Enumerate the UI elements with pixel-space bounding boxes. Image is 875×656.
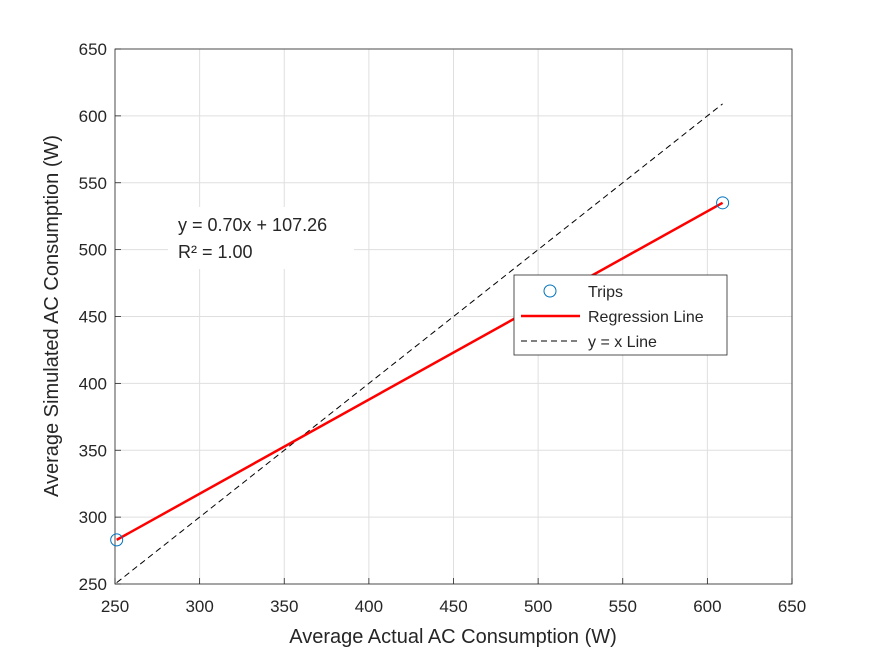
x-tick-label: 500 [524, 597, 552, 616]
y-tick-label: 450 [79, 308, 107, 327]
legend: Trips Regression Line y = x Line [513, 274, 728, 356]
x-tick-label: 600 [693, 597, 721, 616]
y-tick-label: 500 [79, 241, 107, 260]
y-tick-label: 650 [79, 40, 107, 59]
trips-point [716, 196, 730, 210]
x-tick-label: 250 [101, 597, 129, 616]
annotation: y = 0.70x + 107.26 R² = 1.00 [168, 207, 354, 269]
y-tick-label: 400 [79, 374, 107, 393]
x-tick-label: 650 [778, 597, 806, 616]
y-tick-label: 350 [79, 441, 107, 460]
x-axis-ticks: 250 300 350 400 450 500 550 600 650 [101, 578, 806, 616]
y-tick-label: 600 [79, 107, 107, 126]
annotation-box [168, 207, 354, 269]
y-tick-label: 300 [79, 508, 107, 527]
x-tick-label: 400 [355, 597, 383, 616]
x-tick-label: 350 [270, 597, 298, 616]
series [110, 103, 730, 584]
y-axis-ticks: 250 300 350 400 450 500 550 600 650 [79, 40, 121, 594]
regression-line [116, 201, 724, 541]
y-tick-label: 250 [79, 575, 107, 594]
x-tick-label: 550 [609, 597, 637, 616]
y-tick-label: 550 [79, 174, 107, 193]
x-axis-label: Average Actual AC Consumption (W) [289, 626, 617, 648]
x-tick-label: 300 [185, 597, 213, 616]
legend-regression-label: Regression Line [588, 309, 704, 326]
annotation-equation: y = 0.70x + 107.26 [178, 215, 327, 235]
legend-identity-label: y = x Line [588, 334, 657, 351]
legend-trips-label: Trips [588, 284, 623, 301]
legend-trips-marker [543, 284, 557, 298]
identity-line [116, 103, 723, 584]
trips-point [110, 533, 124, 547]
y-axis-label: Average Simulated AC Consumption (W) [41, 135, 63, 497]
x-tick-label: 450 [439, 597, 467, 616]
annotation-r-squared: R² = 1.00 [178, 242, 253, 262]
